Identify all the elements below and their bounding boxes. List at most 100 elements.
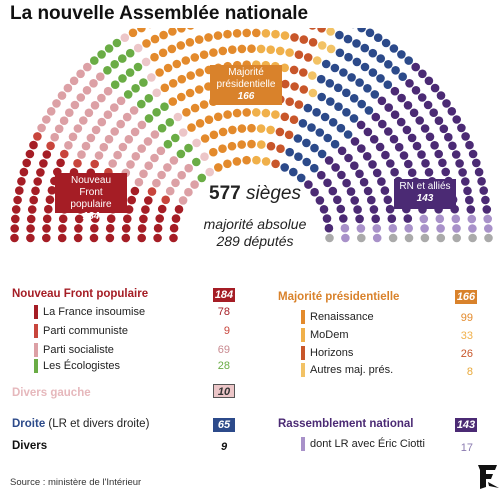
seat-dot (324, 156, 334, 165)
seat-dot (73, 159, 82, 168)
seat-dot (328, 118, 338, 127)
seat-dot (187, 123, 196, 132)
seat-dot (484, 224, 493, 233)
seat-dot (347, 73, 356, 82)
seat-dot (330, 63, 340, 73)
seat-dot (322, 214, 332, 223)
pcf-swatch (34, 324, 38, 338)
seat-dot (308, 88, 318, 98)
seat-dot (420, 224, 429, 233)
seat-dot (436, 224, 445, 233)
lfi-swatch (34, 305, 38, 319)
seat-dot (73, 233, 83, 243)
seat-dot (466, 205, 476, 214)
seat-dot (383, 80, 393, 89)
seat-dot (316, 74, 326, 84)
seat-dot (434, 149, 444, 159)
nfp-box: Nouveau Front populaire 184 (55, 173, 127, 222)
seat-dot (74, 224, 83, 233)
seat-dot (156, 146, 166, 156)
seat-dot (116, 119, 125, 129)
seat-dot (159, 30, 168, 40)
seat-dot (343, 34, 353, 44)
seat-dot (352, 57, 362, 67)
ren-value: 99 (460, 312, 473, 324)
seat-dot (126, 160, 135, 169)
seat-dot (404, 224, 414, 233)
seat-dot (155, 68, 164, 77)
seat-dot (349, 114, 359, 123)
seat-dot (42, 214, 52, 224)
seat-dot (308, 38, 318, 47)
seat-dot (368, 160, 377, 169)
seat-dot (131, 84, 140, 93)
seat-dot (266, 45, 276, 54)
seat-dot (130, 186, 140, 196)
seat-dot (310, 143, 319, 153)
seat-dot (137, 99, 146, 109)
seat-dot (25, 149, 35, 159)
seat-dot (70, 100, 80, 110)
seat-dot (158, 48, 168, 58)
seat-dot (155, 214, 164, 223)
seat-dot (81, 141, 91, 151)
modem-swatch (301, 328, 305, 342)
seat-dot (150, 52, 159, 62)
seat-dot (205, 167, 214, 177)
seat-dot (423, 100, 433, 110)
seat-dot (242, 28, 251, 38)
seat-dot (13, 195, 22, 205)
seat-dot (390, 86, 400, 96)
seat-dot (442, 99, 451, 108)
seat-dot (252, 155, 261, 165)
legend-droite-total: 65 (213, 418, 235, 432)
seat-dot (481, 195, 490, 205)
seat-dot (214, 163, 223, 172)
seat-dot (190, 53, 200, 62)
seat-dot (364, 106, 374, 115)
seat-dot (153, 233, 162, 243)
seat-dot (90, 214, 100, 223)
seat-dot (326, 97, 335, 106)
seat-dot (218, 144, 227, 153)
seat-dot (106, 214, 116, 223)
seat-dot (11, 205, 21, 214)
seat-dot (133, 43, 143, 53)
seat-dot (467, 214, 477, 224)
seat-dot (192, 157, 201, 167)
seat-dot (350, 137, 360, 146)
seat-dot (125, 68, 135, 77)
seat-dot (177, 74, 187, 84)
seat-dot (458, 168, 467, 177)
seat-dot (315, 128, 325, 137)
seat-dot (152, 108, 161, 117)
seat-dot (37, 123, 46, 133)
seat-dot (122, 112, 132, 122)
seats-total: 577 sièges (190, 183, 320, 205)
seat-dot (299, 85, 309, 94)
seat-dot (247, 123, 256, 133)
seat-dot (420, 233, 430, 243)
modem-value: 33 (460, 330, 473, 342)
seat-dot (121, 224, 131, 233)
seat-dot (45, 195, 55, 204)
seat-dot (409, 108, 419, 118)
seat-dot (144, 114, 154, 123)
seat-dot (105, 233, 115, 243)
seat-dot (335, 48, 345, 58)
seat-dot (326, 44, 336, 54)
le-figaro-logo (478, 465, 499, 489)
seat-dot (200, 152, 209, 161)
seat-dot (376, 54, 386, 63)
seat-dot (307, 123, 316, 132)
seat-dot (137, 224, 147, 233)
seat-dot (89, 79, 98, 88)
seat-dot (27, 205, 37, 214)
seat-dot (147, 73, 156, 82)
seat-dot (242, 108, 251, 117)
seat-dot (160, 102, 169, 111)
seat-dot (90, 224, 99, 233)
seat-dot (404, 159, 413, 169)
seat-dot (42, 115, 51, 124)
seat-dot (194, 35, 204, 44)
